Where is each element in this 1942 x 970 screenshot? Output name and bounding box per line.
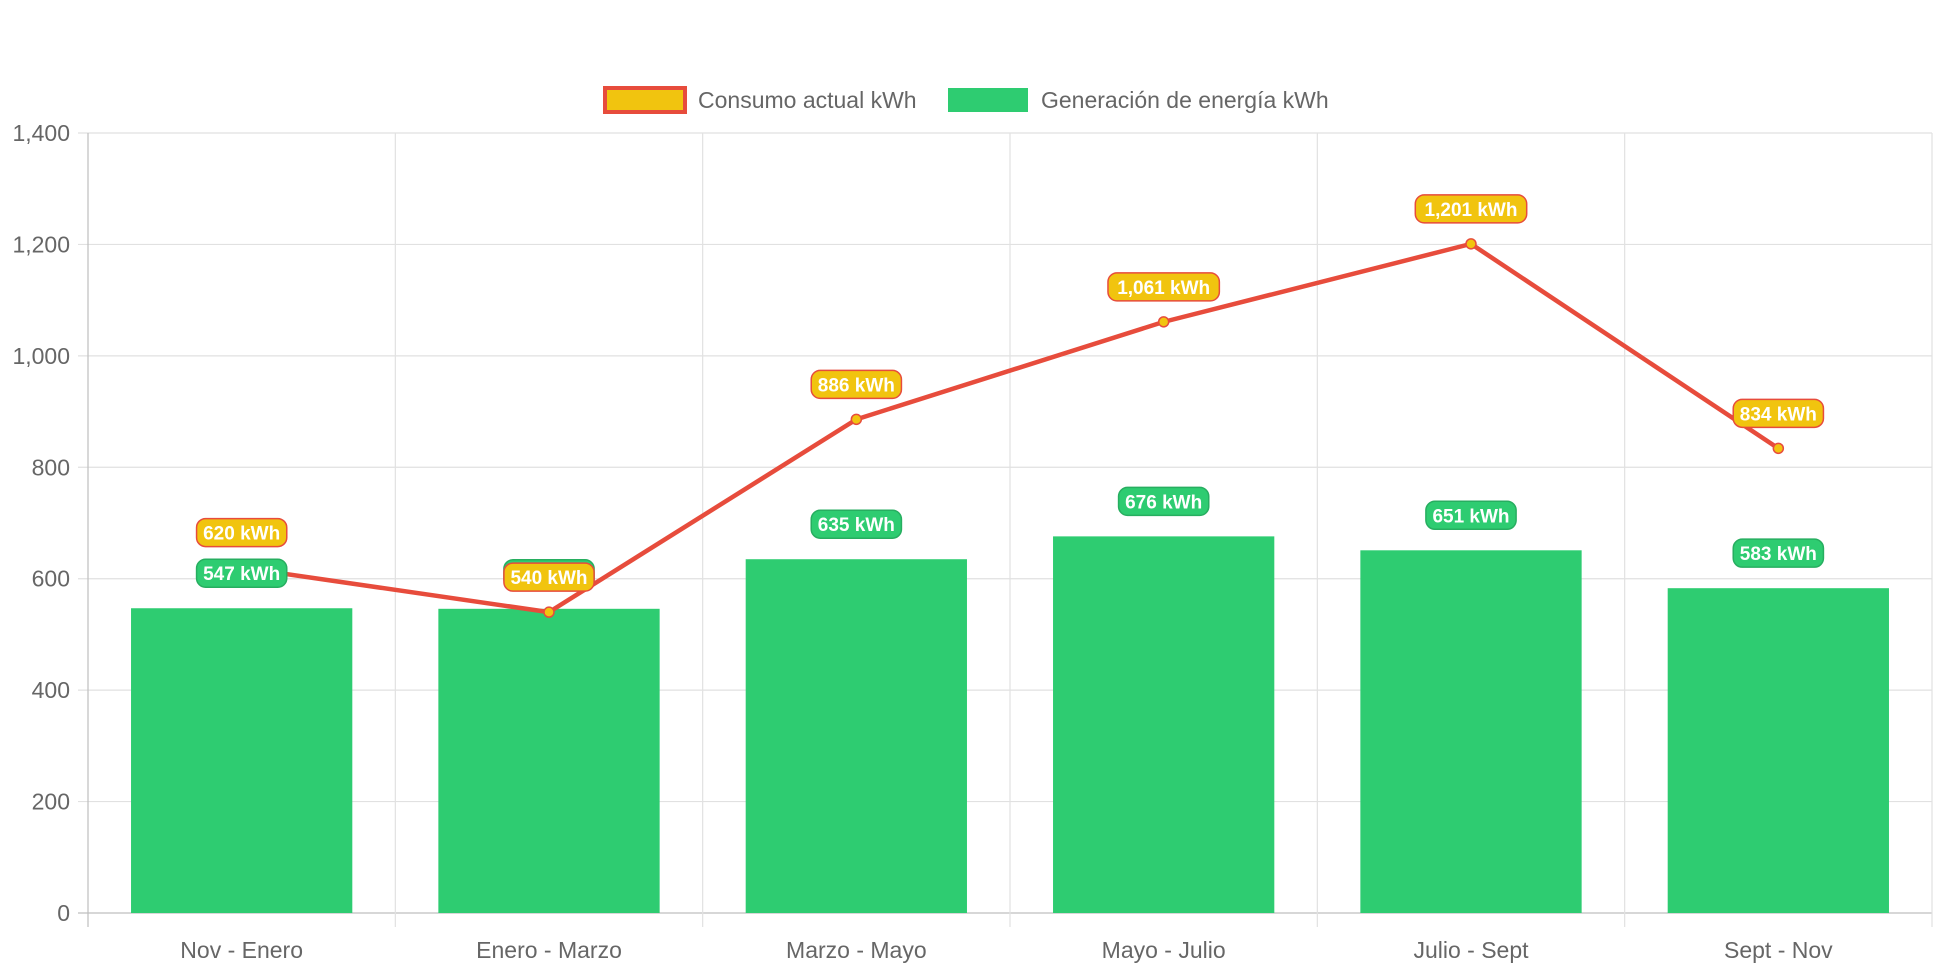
line-value-label-text: 886 kWh bbox=[818, 375, 895, 396]
axis-ticks: 0 200 400 600 800 1,000 1,200 1,400 Nov - Enero E… bbox=[12, 120, 1833, 963]
line-value-label: 1,061 kWh bbox=[1107, 272, 1221, 302]
bar-value-label-text: 635 kWh bbox=[818, 515, 895, 536]
line-value-label-background bbox=[503, 562, 595, 592]
y-tick-label: 0 bbox=[57, 900, 70, 926]
data-labels: 547 kWh 540 kWh 635 kWh 676 kWh 651 kWh 583 k… bbox=[195, 194, 1825, 592]
line-value-label: 540 kWh bbox=[503, 562, 595, 592]
legend-label-consumo[interactable]: Consumo actual kWh bbox=[698, 87, 917, 113]
bar-value-label-text: 583 kWh bbox=[1740, 544, 1817, 565]
bar-value-label-background bbox=[810, 509, 903, 539]
y-tick-label: 1,400 bbox=[12, 120, 70, 146]
line-value-label: 1,201 kWh bbox=[1414, 194, 1528, 224]
bar[interactable] bbox=[438, 608, 660, 913]
x-tick-label: Enero - Marzo bbox=[476, 937, 622, 963]
y-tick-label: 400 bbox=[32, 677, 70, 703]
bar-value-label-background bbox=[195, 558, 288, 588]
legend-swatch-generacion[interactable] bbox=[948, 88, 1028, 112]
bar-value-label: 547 kWh bbox=[195, 558, 288, 588]
line-value-label-text: 620 kWh bbox=[203, 524, 280, 545]
y-tick-label: 1,200 bbox=[12, 231, 70, 257]
line-value-label-background bbox=[1107, 272, 1221, 302]
x-tick-label: Sept - Nov bbox=[1724, 937, 1833, 963]
line-value-label-text: 1,061 kWh bbox=[1117, 278, 1210, 299]
y-tick-label: 800 bbox=[32, 454, 70, 480]
line-point[interactable] bbox=[1465, 238, 1477, 250]
x-tick-label: Marzo - Mayo bbox=[786, 937, 927, 963]
y-tick-label: 200 bbox=[32, 789, 70, 815]
bar-value-label-background bbox=[1732, 538, 1825, 568]
line-value-label-background bbox=[195, 517, 288, 548]
line-value-label-text: 1,201 kWh bbox=[1425, 200, 1518, 221]
line-value-label-text: 834 kWh bbox=[1740, 404, 1817, 425]
bar-value-label-text: 547 kWh bbox=[203, 564, 280, 585]
y-tick-label: 600 bbox=[32, 566, 70, 592]
line-value-label-background bbox=[1414, 194, 1528, 224]
bar[interactable] bbox=[1360, 550, 1582, 913]
line-series bbox=[235, 238, 1785, 618]
line-value-label: 620 kWh bbox=[195, 517, 288, 548]
legend-swatch-consumo[interactable] bbox=[603, 86, 687, 114]
bar[interactable] bbox=[131, 608, 353, 913]
line-point[interactable] bbox=[543, 606, 555, 618]
legend-label-generacion[interactable]: Generación de energía kWh bbox=[1041, 87, 1329, 113]
line-path bbox=[241, 241, 1780, 615]
line-value-label-background bbox=[810, 369, 903, 400]
bar[interactable] bbox=[1667, 588, 1889, 913]
bar-value-label-text: 676 kWh bbox=[1125, 492, 1202, 513]
grid bbox=[78, 132, 1933, 927]
line-value-label-text: 540 kWh bbox=[510, 568, 587, 589]
bar-series bbox=[131, 536, 1889, 913]
bar-value-label: 676 kWh bbox=[1117, 486, 1210, 517]
line-point[interactable] bbox=[1772, 442, 1785, 455]
y-tick-label: 1,000 bbox=[12, 343, 70, 369]
bar-value-label: 635 kWh bbox=[810, 509, 903, 539]
x-tick-label: Julio - Sept bbox=[1413, 937, 1529, 963]
bar-value-label: 651 kWh bbox=[1425, 500, 1517, 531]
line-point[interactable] bbox=[850, 413, 863, 426]
bar-value-label-background bbox=[1117, 486, 1210, 517]
legend[interactable]: Consumo actual kWh Generación de energía … bbox=[603, 86, 1329, 114]
bar-value-label-background bbox=[1425, 500, 1517, 531]
x-tick-label: Nov - Enero bbox=[180, 937, 303, 963]
line-value-label: 834 kWh bbox=[1732, 398, 1825, 429]
line-point[interactable] bbox=[1157, 316, 1170, 328]
bar-value-label-text: 651 kWh bbox=[1432, 506, 1509, 527]
line-value-label: 886 kWh bbox=[810, 369, 903, 400]
bar-value-label: 583 kWh bbox=[1732, 538, 1825, 568]
bar[interactable] bbox=[1053, 536, 1275, 913]
line-value-label-background bbox=[1732, 398, 1825, 429]
x-tick-label: Mayo - Julio bbox=[1102, 937, 1226, 963]
bar[interactable] bbox=[745, 559, 967, 913]
